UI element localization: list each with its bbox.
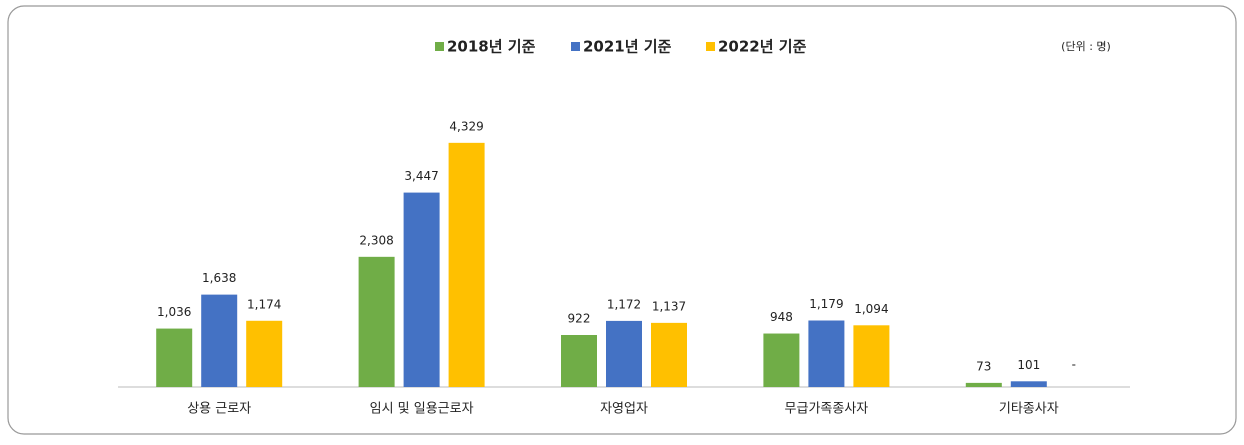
- x-tick-label: 상용 근로자: [187, 402, 251, 417]
- legend-label: 2021년 기준: [583, 38, 672, 56]
- value-label: 1,137: [652, 299, 686, 313]
- value-label: 1,172: [607, 297, 641, 311]
- value-label: -: [1072, 358, 1076, 372]
- bar: [853, 325, 890, 387]
- x-tick-label: 임시 및 일용근로자: [370, 402, 474, 417]
- legend-swatch: [571, 42, 580, 51]
- bar: [808, 320, 845, 387]
- value-label: 922: [568, 311, 591, 325]
- unit-note: (단위 : 명): [1061, 40, 1111, 53]
- legend-swatch: [435, 42, 444, 51]
- bar: [246, 320, 283, 387]
- bar: [358, 256, 395, 387]
- frame: [7, 5, 1237, 435]
- bar: [201, 294, 238, 387]
- x-tick-label: 자영업자: [600, 402, 648, 417]
- bar: [403, 192, 440, 387]
- bar: [561, 334, 597, 387]
- bar: [763, 333, 800, 387]
- x-tick-label: 기타종사자: [999, 402, 1059, 417]
- bar: [606, 320, 642, 387]
- bar: [448, 142, 485, 387]
- bar: [1010, 381, 1047, 387]
- bar: [651, 322, 687, 387]
- value-label: 1,174: [247, 297, 281, 311]
- legend-swatch: [706, 42, 715, 51]
- value-label: 1,094: [854, 302, 888, 316]
- value-label: 1,638: [202, 271, 236, 285]
- legend-label: 2018년 기준: [447, 38, 536, 56]
- bar: [965, 382, 1002, 387]
- bar: [156, 328, 193, 387]
- value-label: 3,447: [404, 169, 438, 183]
- value-label: 101: [1017, 358, 1040, 372]
- x-tick-label: 무급가족종사자: [785, 402, 869, 417]
- value-label: 4,329: [449, 119, 483, 133]
- value-label: 73: [976, 359, 991, 373]
- value-label: 948: [770, 310, 793, 324]
- value-label: 1,036: [157, 305, 191, 319]
- legend-label: 2022년 기준: [718, 38, 807, 56]
- value-label: 2,308: [359, 233, 393, 247]
- value-label: 1,179: [809, 297, 843, 311]
